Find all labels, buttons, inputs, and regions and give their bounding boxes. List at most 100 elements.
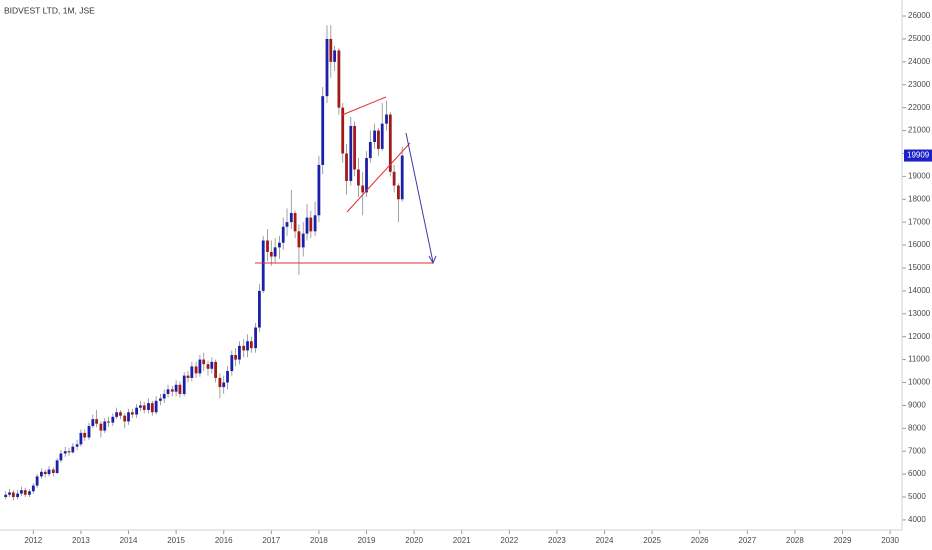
candle-body [99,423,103,431]
lower-trend-line [346,142,411,213]
candle-body [71,446,75,453]
candle-body [313,215,317,232]
candle-body [55,460,59,473]
candle-body [368,142,372,159]
candle-body [139,405,142,408]
x-tick-label: 2028 [786,536,804,545]
candle-body [111,416,115,423]
candle-body [266,240,269,252]
y-tick-label: 21000 [908,126,931,135]
candle-body [130,412,134,415]
candle-body [261,240,265,291]
candle-body [91,419,95,427]
candle-body [202,359,206,365]
candle-body [317,164,321,216]
candle-body [51,469,55,473]
x-tick-label: 2012 [24,536,42,545]
candle-body [186,375,190,378]
candle-body [31,485,35,492]
candle-body [226,371,229,383]
y-tick-label: 13000 [908,309,931,318]
y-tick-label: 11000 [908,355,930,364]
last-price-box [904,149,932,162]
candle-body [194,366,198,374]
candle-body [63,451,67,454]
candle-body [273,247,277,257]
candle-body [174,384,178,392]
x-tick-label: 2017 [262,536,280,545]
candle-body [349,125,353,181]
candle-body [297,231,301,248]
candle-body [238,345,241,360]
candle-body [246,341,249,351]
candle-body [321,96,325,165]
y-tick-label: 25000 [908,34,931,43]
candle-body [380,123,384,149]
y-tick-label: 9000 [908,401,926,410]
candle-body [385,114,388,124]
y-tick-label: 4000 [908,515,926,524]
candle-body [206,364,210,369]
candle-body [341,107,345,154]
x-tick-label: 2021 [453,536,471,545]
x-tick-label: 2024 [596,536,614,545]
y-tick-label: 7000 [908,446,926,455]
last-price: 19909 [904,149,932,162]
y-tick-label: 5000 [908,492,926,501]
candle-body [392,171,396,186]
arrow-head [428,255,437,265]
y-tick-label: 23000 [908,80,931,89]
candle-body [178,384,182,394]
candle-body [218,377,222,388]
x-tick-label: 2029 [834,536,852,545]
candle-body [365,158,368,193]
candle-body [87,426,91,438]
candle-body [361,185,365,193]
candle-body [198,359,202,374]
x-tick-label: 2023 [548,536,566,545]
candle-body [67,451,71,453]
candle-body [115,412,119,417]
candle-body [281,226,285,243]
candle-body [43,471,47,475]
candle-body [16,493,20,498]
candle-body [4,494,8,498]
candle-body [103,421,107,431]
y-tick-label: 26000 [908,11,931,20]
candle-body [301,233,305,248]
y-tick-label: 17000 [908,217,931,226]
candle-body [333,50,337,62]
x-tick-label: 2019 [358,536,376,545]
y-tick-label: 18000 [908,194,931,203]
candle-body [23,490,27,495]
candle-body [95,419,99,424]
candle-body [285,222,289,227]
candle-body [210,361,214,369]
candle-body [377,130,380,149]
candle-body [353,125,357,170]
candle-body [170,389,174,392]
chart-title: BIDVEST LTD, 1M, JSE [4,5,95,15]
candle-body [166,389,170,394]
candle-body [249,341,253,349]
x-tick-label: 2016 [215,536,233,545]
candle-body [47,469,51,475]
candle-body [8,492,11,495]
candle-body [159,398,162,401]
x-tick-label: 2013 [72,536,90,545]
candle-body [35,476,39,486]
candle-body [242,345,246,351]
y-tick-label: 15000 [908,263,931,272]
candle-body [373,130,377,143]
x-tick-label: 2015 [167,536,185,545]
candle-body [337,50,341,108]
candle-body [40,471,43,477]
y-tick-label: 16000 [908,240,931,249]
x-tick-label: 2014 [120,536,138,545]
candle-body [182,375,186,394]
candles [4,25,404,501]
last-price-label: 19909 [907,151,930,160]
candle-body [309,217,313,232]
